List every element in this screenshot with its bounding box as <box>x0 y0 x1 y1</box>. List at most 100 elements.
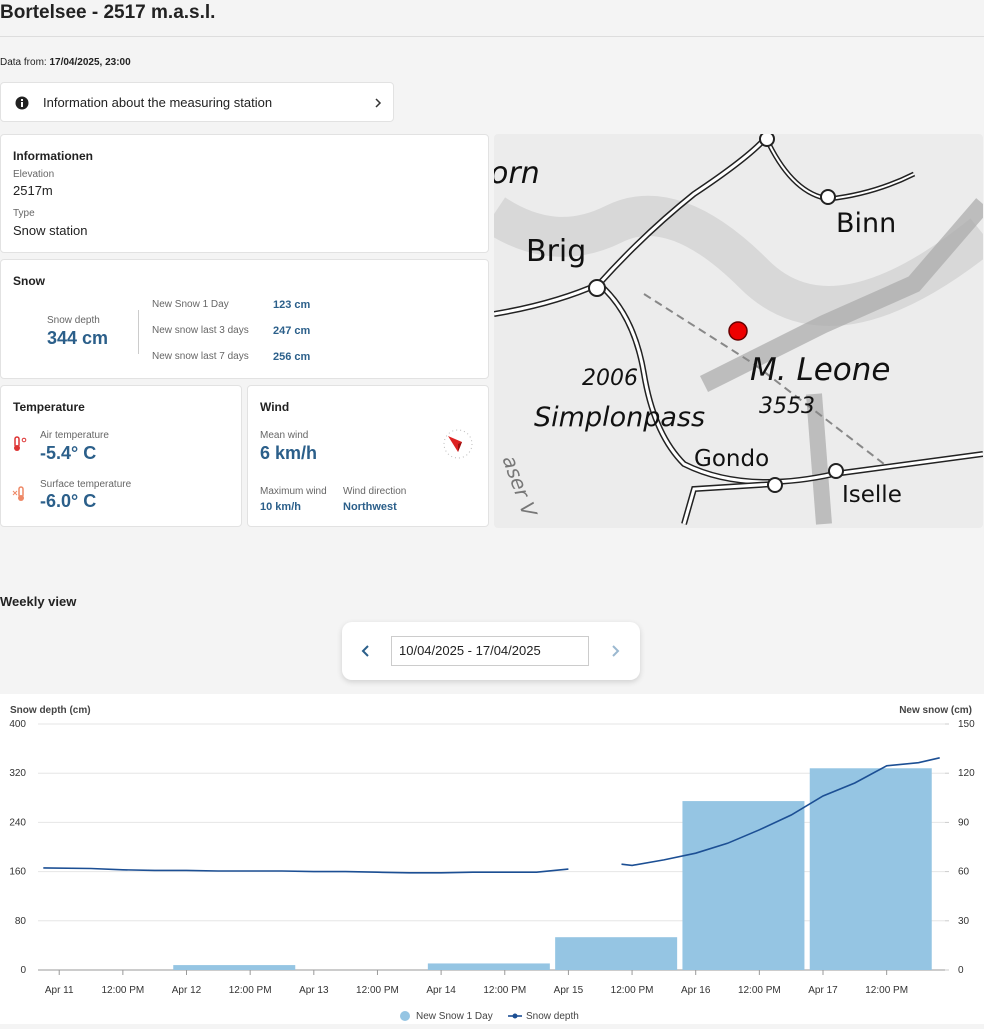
y2-tick-label: 0 <box>958 965 964 976</box>
map-label: Gondo <box>694 446 770 472</box>
y2-tick-label: 60 <box>958 867 970 878</box>
temperature-card: Temperature Air temperature -5.4° C Surf… <box>0 385 242 527</box>
x-tick-label: Apr 12 <box>172 985 202 996</box>
x-tick-label: Apr 11 <box>45 985 74 996</box>
chart: Snow depth (cm) New snow (cm) 0 80 160 240 3… <box>9 705 975 1022</box>
header: Bortelsee - 2517 m.a.s.l. <box>0 0 984 37</box>
y-tick-label: 0 <box>20 965 26 976</box>
y2-tick-label: 120 <box>958 768 975 779</box>
y-tick-label: 400 <box>9 719 26 730</box>
chart-panel: Snow depth (cm) New snow (cm) 0 80 160 240 3… <box>0 694 984 1024</box>
map-label: 2006 <box>582 366 638 391</box>
y2-axis-title: New snow (cm) <box>899 705 972 716</box>
direction: Northwest <box>343 501 397 513</box>
next-week <box>612 645 620 657</box>
map: orn Brig Binn 2006 Simplonpass M. Leone … <box>494 134 983 528</box>
snow-row-value: 247 cm <box>273 325 311 337</box>
air-temp: -5.4° C <box>40 443 97 463</box>
bar <box>682 801 805 970</box>
data-from: Data from: 17/04/2025, 23:00 <box>0 57 131 68</box>
snow-depth: 344 cm <box>47 328 109 348</box>
date-picker: 10/04/2025 - 17/04/2025 <box>342 622 640 680</box>
x-tick-label: Apr 13 <box>299 985 329 996</box>
card-title: Temperature <box>13 400 85 414</box>
page-title: Bortelsee - 2517 m.a.s.l. <box>0 2 216 23</box>
map-label: 3553 <box>759 394 815 419</box>
type: Snow station <box>13 223 88 238</box>
direction-label: Wind direction <box>343 486 407 497</box>
x-tick-label: Apr 17 <box>808 985 838 996</box>
data-from-label: Data from: <box>0 57 47 68</box>
max-wind: 10 km/h <box>260 501 301 513</box>
info-card: Informationen Elevation 2517m Type Snow … <box>0 134 489 253</box>
x-tick-label: 12:00 PM <box>865 985 908 996</box>
thermometer-icon <box>14 436 27 451</box>
bar <box>809 768 932 970</box>
snow-row-label: New Snow 1 Day <box>152 299 229 310</box>
map-label: M. Leone <box>750 352 891 388</box>
map-label: Iselle <box>842 482 902 508</box>
bar <box>173 965 296 970</box>
x-tick-label: 12:00 PM <box>101 985 144 996</box>
x-tick-label: 12:00 PM <box>738 985 781 996</box>
legend-label: New Snow 1 Day <box>416 1011 493 1022</box>
y-tick-label: 320 <box>9 768 26 779</box>
surface-temp: -6.0° C <box>40 491 97 511</box>
mean-wind-label: Mean wind <box>260 430 309 441</box>
map-label: orn <box>494 156 540 191</box>
y-tick-label: 240 <box>9 817 26 828</box>
snow-row-label: New snow last 7 days <box>152 351 249 362</box>
legend-swatch <box>512 1013 518 1019</box>
snow-row-value: 123 cm <box>273 299 311 311</box>
card-title: Snow <box>13 274 45 288</box>
map-label: Simplonpass <box>534 402 706 433</box>
card-title: Informationen <box>13 149 93 163</box>
x-tick-label: 12:00 PM <box>611 985 654 996</box>
snow-row-value: 256 cm <box>273 351 311 363</box>
prev-week[interactable] <box>360 644 372 658</box>
x-tick-label: Apr 15 <box>554 985 584 996</box>
wind-compass <box>443 429 473 459</box>
wind-card: Wind Mean wind 6 km/h Maximum wind 10 km… <box>247 385 489 527</box>
x-tick-label: Apr 14 <box>426 985 456 996</box>
y2-tick-label: 150 <box>958 719 975 730</box>
map-shapes <box>494 134 983 525</box>
map-label: Brig <box>526 234 587 269</box>
y-tick-label: 160 <box>9 867 26 878</box>
y-axis-title: Snow depth (cm) <box>10 705 91 716</box>
x-tick-label: Apr 16 <box>681 985 711 996</box>
data-from-value: 17/04/2025, 23:00 <box>49 57 131 68</box>
type-label: Type <box>13 208 35 219</box>
section-title: Weekly view <box>0 594 77 609</box>
line <box>43 757 940 874</box>
map-label: Binn <box>836 208 897 239</box>
x-tick-label: 12:00 PM <box>356 985 399 996</box>
bar <box>427 963 550 970</box>
x-tick-label: 12:00 PM <box>483 985 526 996</box>
y2-tick-label: 90 <box>958 817 970 828</box>
elevation: 2517m <box>13 183 53 198</box>
info-button[interactable]: Information about the measuring station <box>0 82 394 122</box>
y-tick-label: 80 <box>15 916 27 927</box>
max-wind-label: Maximum wind <box>260 486 327 497</box>
info-icon <box>15 96 29 110</box>
chevron <box>375 98 382 108</box>
air-temp-label: Air temperature <box>40 430 109 441</box>
legend-swatch <box>400 1011 410 1021</box>
divider <box>138 310 139 354</box>
snow-row-label: New snow last 3 days <box>152 325 249 336</box>
y2-tick-label: 30 <box>958 916 970 927</box>
mean-wind: 6 km/h <box>260 443 318 463</box>
elevation-label: Elevation <box>13 169 55 180</box>
info-button-label: Information about the measuring station <box>43 95 273 110</box>
snow-depth-label: Snow depth <box>47 315 100 326</box>
date-range-input[interactable]: 10/04/2025 - 17/04/2025 <box>391 636 589 666</box>
bar <box>555 937 678 970</box>
x-tick-label: 12:00 PM <box>229 985 272 996</box>
snow-card: Snow Snow depth 344 cm New Snow 1 Day 123… <box>0 259 489 379</box>
legend-label: Snow depth <box>526 1011 579 1022</box>
surface-icon <box>12 486 24 501</box>
card-title: Wind <box>260 400 290 414</box>
surface-temp-label: Surface temperature <box>40 479 132 490</box>
